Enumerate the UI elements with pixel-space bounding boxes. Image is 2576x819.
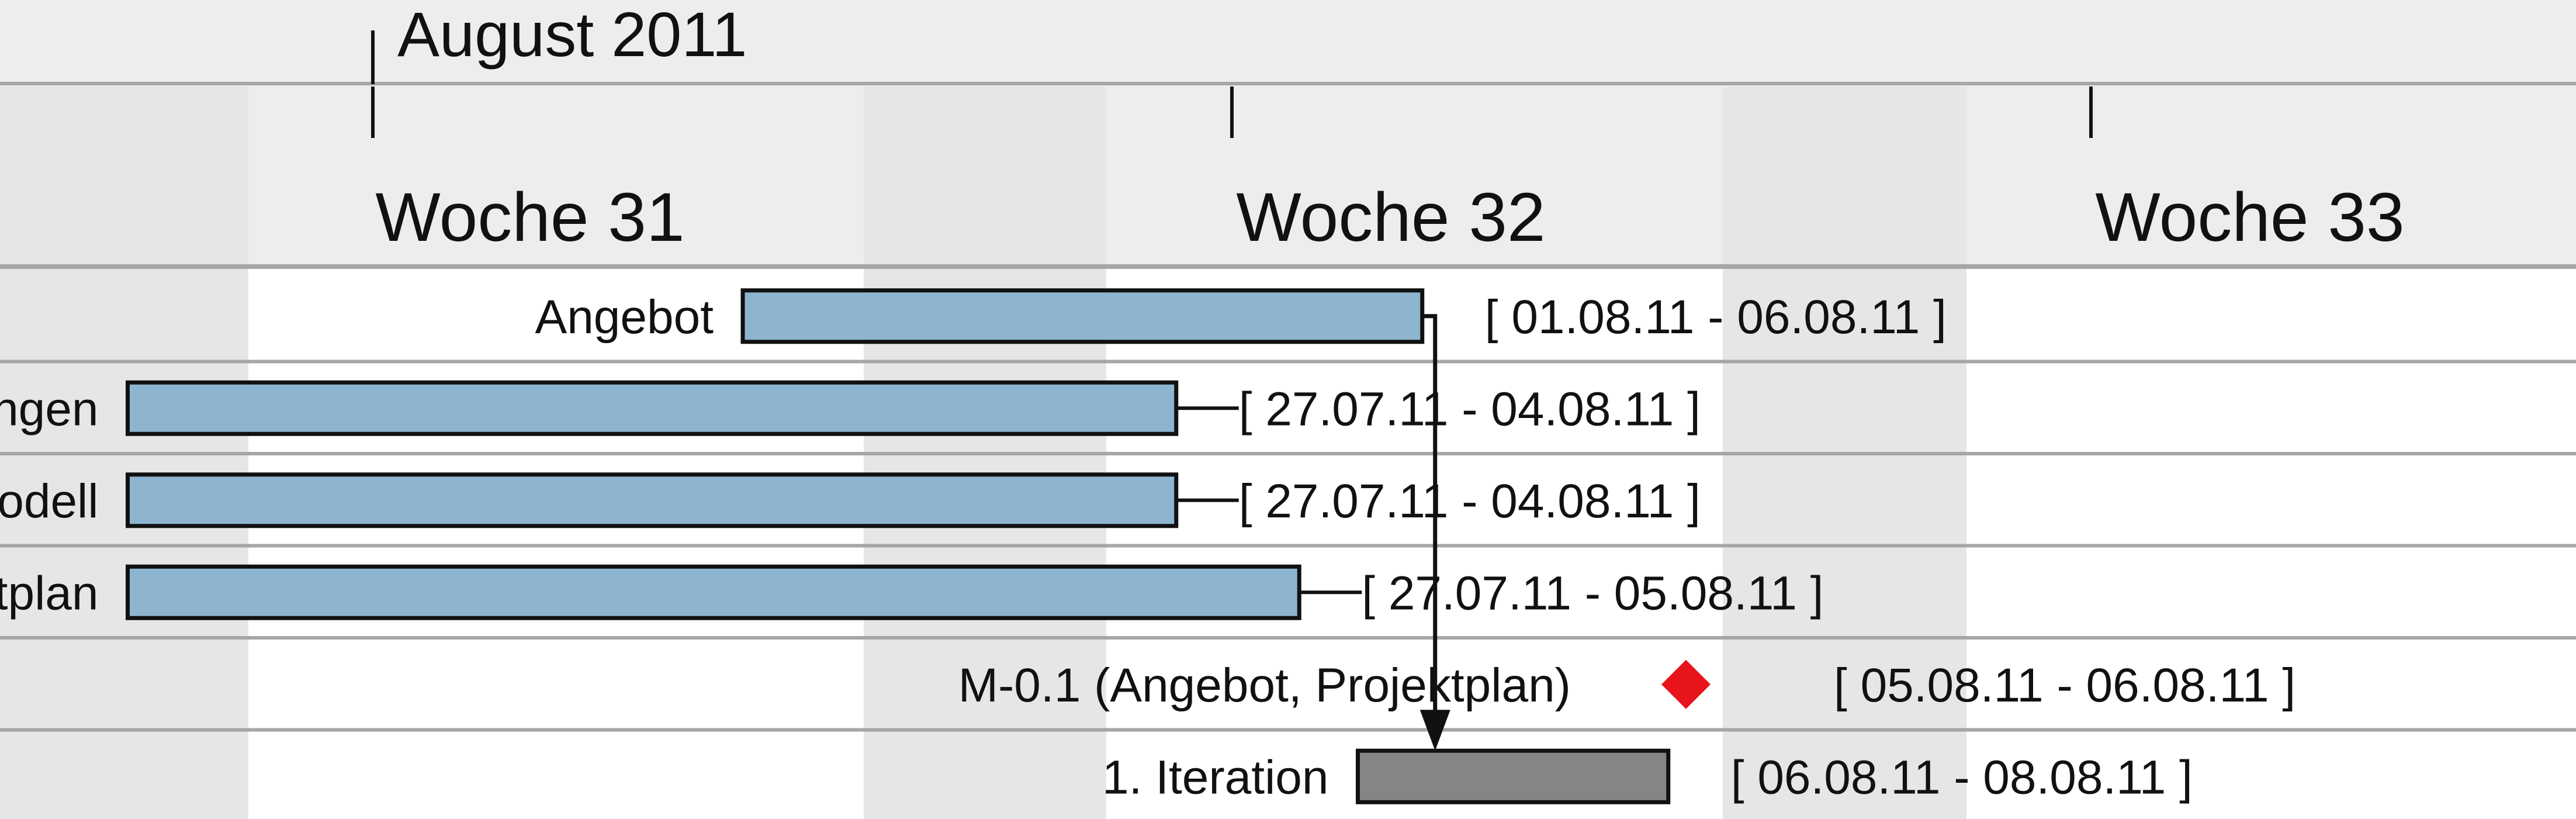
range-label: [ 05.08.11 - 06.08.11 ] [1834,659,2295,712]
bar-connector [1176,406,1239,410]
task-row-iteration: 1. Iteration [ 06.08.11 - 08.08.11 ] [1102,748,2193,804]
week-label-33: Woche 33 [2095,179,2404,256]
week-label-31: Woche 31 [375,179,684,256]
dependency-arrows [1419,314,1450,751]
header-bottom-line [0,264,2576,269]
row-line [0,636,2576,640]
header-background [0,0,2576,268]
dependency-line [1422,314,1438,716]
range-label: [ 06.08.11 - 08.08.11 ] [1731,751,2193,804]
task-row-anforderungen: Anforderungen [ 27.07.11 - 04.08.11 ] [0,380,1701,436]
month-label: August 2011 [397,0,747,70]
task-row-milestone: M-0.1 (Angebot, Projektplan) [ 05.08.11 … [958,659,2296,712]
bar-connector [1176,498,1239,502]
row-line [0,544,2576,548]
task-row-metamodell: Metamodell [ 27.07.11 - 04.08.11 ] [0,472,1701,528]
range-label: [ 27.07.11 - 04.08.11 ] [1239,475,1701,528]
task-bar [126,564,1301,620]
task-bar [1356,748,1671,804]
dependency-arrowhead [1419,710,1450,751]
milestone-marker [1661,659,1711,709]
range-label: [ 27.07.11 - 04.08.11 ] [1239,382,1701,436]
row-line [0,452,2576,455]
week-tick [371,87,375,138]
task-row-angebot: Angebot [ 01.08.11 - 06.08.11 ] [535,288,1947,344]
task-bar [740,288,1425,344]
row-line [0,360,2576,364]
task-label: M-0.1 (Angebot, Projektplan) [958,659,1571,712]
bar-connector [1299,590,1362,595]
month-tick [371,30,375,84]
task-label: 1. Iteration [1102,751,1328,804]
week-tick [1230,87,1234,138]
range-label: [ 27.07.11 - 05.08.11 ] [1362,566,1823,620]
week-tick [2089,87,2093,138]
task-label: Anforderungen [0,382,99,436]
task-bar [126,472,1179,528]
header-divider [0,82,2576,85]
task-label: Angebot [535,291,714,344]
week-ticks [371,30,2093,138]
task-label: Projektplan [0,566,99,620]
row-line [0,728,2576,732]
week-label-32: Woche 32 [1236,179,1545,256]
grid-lines [0,82,2576,732]
range-label: [ 01.08.11 - 06.08.11 ] [1485,291,1947,344]
task-bar [126,380,1179,436]
task-row-projektplan: Projektplan [ 27.07.11 - 05.08.11 ] [0,564,1823,620]
task-label: Metamodell [0,475,99,528]
